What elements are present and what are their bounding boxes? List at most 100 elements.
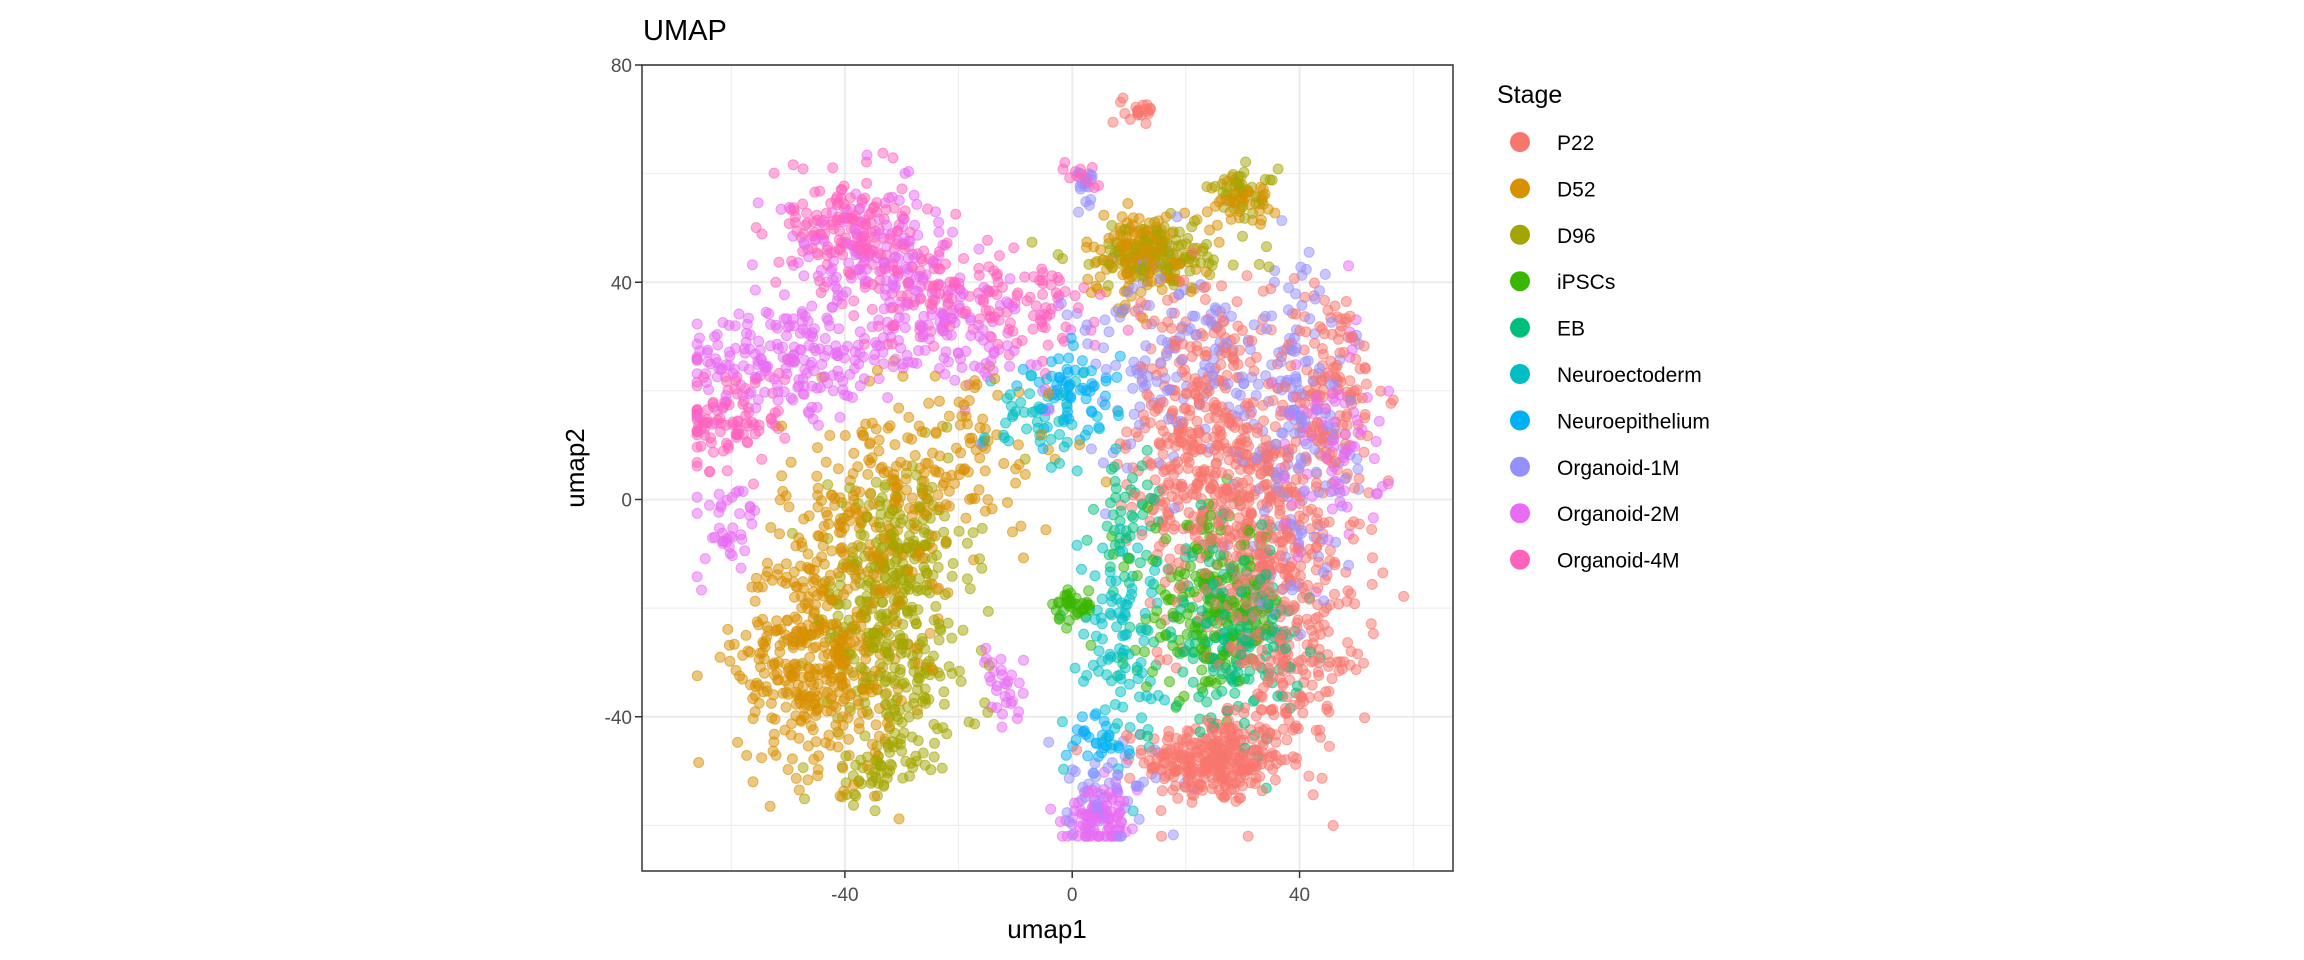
point-d52 — [805, 720, 817, 732]
point-d52 — [881, 717, 893, 729]
point-p22 — [1264, 665, 1276, 677]
point-d52 — [809, 606, 820, 617]
point-d96 — [1240, 156, 1252, 168]
point-d52 — [950, 442, 962, 454]
point-d96 — [1026, 236, 1038, 248]
point-d52 — [772, 674, 784, 686]
point-p22 — [1201, 714, 1213, 726]
point-neuroepithelium — [1076, 711, 1088, 723]
point-p22 — [1356, 392, 1368, 404]
point-organoid-1m — [1100, 508, 1111, 520]
point-d96 — [799, 793, 810, 805]
point-organoid-2m — [806, 300, 818, 312]
point-organoid-1m — [1173, 289, 1185, 301]
point-organoid-4m — [790, 211, 801, 223]
point-organoid-2m — [798, 380, 810, 392]
point-d96 — [1103, 258, 1115, 270]
point-d52 — [741, 749, 753, 761]
point-organoid-2m — [833, 323, 845, 335]
point-organoid-1m — [1087, 767, 1099, 779]
point-organoid-2m — [749, 284, 761, 296]
point-d96 — [938, 686, 950, 698]
point-p22 — [1267, 395, 1279, 406]
point-d96 — [939, 589, 951, 601]
point-neuroectoderm — [1007, 409, 1019, 421]
point-neuroectoderm — [1123, 678, 1135, 690]
point-eb — [1110, 483, 1122, 494]
point-p22 — [1229, 736, 1241, 748]
point-p22 — [1256, 785, 1268, 797]
point-d52 — [1081, 236, 1093, 248]
point-p22 — [1307, 637, 1319, 649]
point-d52 — [776, 420, 788, 432]
point-organoid-4m — [917, 255, 928, 267]
point-organoid-1m — [1083, 199, 1095, 211]
point-organoid-2m — [1382, 478, 1394, 490]
point-organoid-4m — [704, 466, 716, 477]
point-organoid-2m — [730, 342, 741, 354]
point-p22 — [1238, 762, 1250, 774]
point-p22 — [1323, 686, 1335, 697]
point-d52 — [821, 705, 833, 717]
chart-title: UMAP — [643, 15, 727, 47]
point-organoid-2m — [765, 318, 777, 330]
point-organoid-4m — [922, 203, 933, 215]
point-organoid-1m — [1225, 310, 1237, 322]
point-d96 — [955, 675, 967, 687]
point-organoid-2m — [703, 384, 715, 396]
point-ipscs — [1205, 509, 1217, 521]
point-p22 — [1211, 457, 1222, 469]
point-organoid-4m — [708, 446, 719, 458]
point-neuroectoderm — [1136, 667, 1148, 679]
point-organoid-4m — [892, 225, 904, 237]
point-organoid-4m — [753, 425, 765, 437]
point-eb — [1226, 624, 1238, 636]
point-d96 — [929, 737, 940, 749]
point-d96 — [869, 805, 881, 817]
point-p22 — [1172, 764, 1184, 776]
point-organoid-4m — [858, 230, 870, 242]
point-ipscs — [1210, 678, 1222, 689]
point-eb — [1141, 479, 1153, 491]
point-organoid-2m — [741, 318, 753, 330]
point-eb — [1266, 613, 1278, 625]
point-d52 — [830, 643, 842, 654]
point-d52 — [929, 370, 941, 382]
point-neuroepithelium — [1063, 352, 1075, 364]
point-organoid-4m — [756, 453, 768, 465]
point-d52 — [768, 657, 780, 669]
point-p22 — [1290, 474, 1302, 485]
point-d52 — [873, 445, 885, 457]
point-organoid-1m — [1244, 343, 1256, 355]
point-organoid-1m — [1207, 370, 1219, 381]
point-p22 — [1269, 774, 1281, 786]
point-organoid-1m — [1155, 357, 1167, 368]
point-d52 — [874, 730, 885, 742]
point-d96 — [1180, 252, 1191, 263]
point-organoid-2m — [997, 708, 1008, 720]
point-p22 — [1377, 567, 1389, 579]
point-organoid-2m — [691, 355, 703, 366]
point-organoid-4m — [869, 237, 881, 249]
point-organoid-2m — [1326, 465, 1338, 477]
point-organoid-4m — [994, 250, 1005, 262]
point-organoid-4m — [1075, 168, 1087, 180]
point-d52 — [856, 682, 868, 694]
point-organoid-2m — [1338, 485, 1350, 497]
point-ipscs — [1140, 681, 1152, 693]
point-p22 — [1163, 731, 1175, 743]
point-d52 — [749, 690, 761, 702]
point-p22 — [1324, 555, 1336, 567]
point-organoid-4m — [974, 313, 986, 325]
point-eb — [1134, 557, 1146, 569]
point-organoid-4m — [797, 163, 809, 175]
point-ipscs — [1085, 639, 1097, 651]
point-d52 — [966, 492, 978, 504]
point-ipscs — [1061, 622, 1073, 634]
point-d52 — [811, 669, 823, 681]
point-d52 — [790, 772, 802, 784]
point-d52 — [730, 664, 742, 676]
point-organoid-4m — [791, 225, 803, 237]
point-organoid-2m — [1085, 817, 1097, 829]
point-d52 — [1220, 195, 1232, 206]
